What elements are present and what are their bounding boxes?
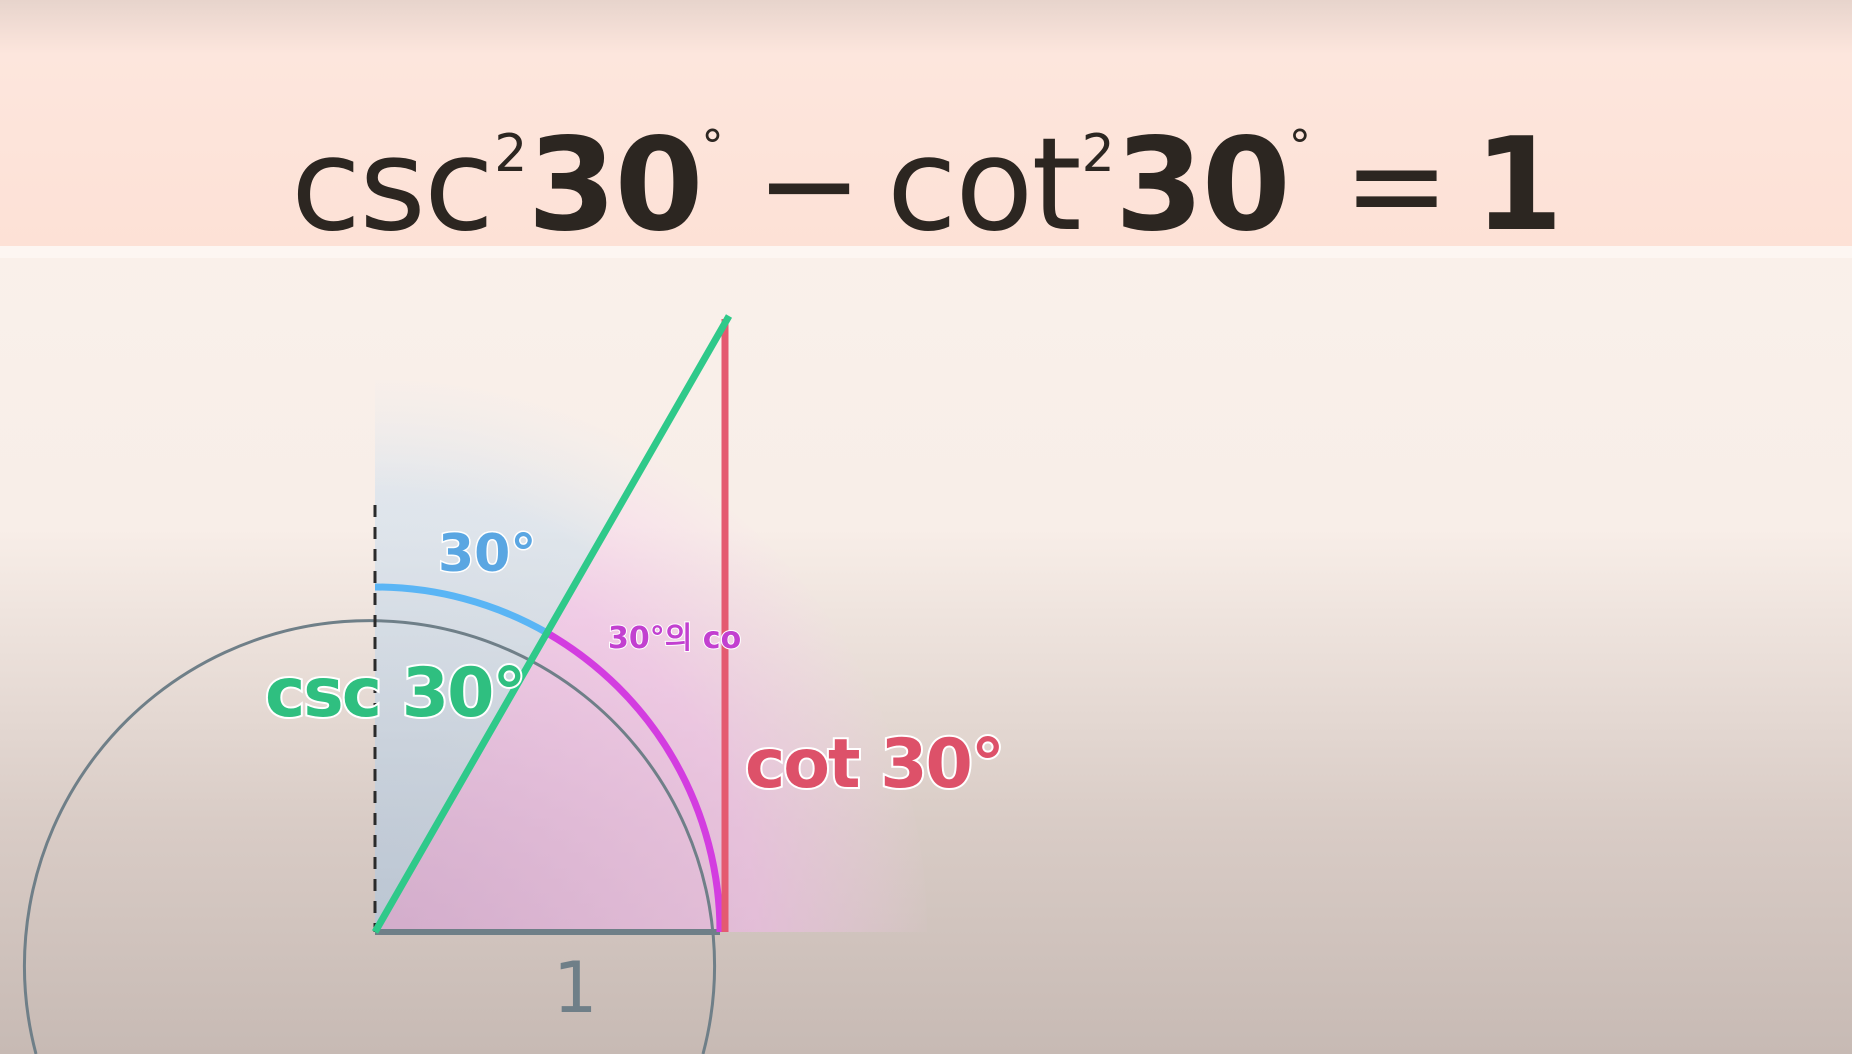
identity-equation: csc230° − cot230° = 1 bbox=[0, 72, 1852, 261]
cot-function: cot bbox=[886, 111, 1082, 260]
csc-30-label: csc 30° bbox=[265, 654, 524, 733]
cot-exponent: 2 bbox=[1081, 124, 1115, 184]
title-banner bbox=[0, 0, 1852, 246]
equals-sign: = bbox=[1342, 111, 1450, 260]
co-angle-arc bbox=[545, 630, 724, 933]
csc-angle: 30 bbox=[527, 111, 703, 260]
angle-sector-shade bbox=[375, 380, 651, 932]
csc-exponent: 2 bbox=[494, 124, 527, 184]
angle-30-label: 30° bbox=[438, 524, 536, 584]
unit-circle bbox=[23, 619, 716, 1054]
csc-degree-symbol: ° bbox=[701, 121, 724, 172]
banner-divider bbox=[0, 246, 1852, 258]
equation-result: 1 bbox=[1474, 111, 1563, 260]
co-angle-sector-shade bbox=[375, 454, 927, 932]
minus-sign: − bbox=[755, 111, 863, 260]
cot-30-label: cot 30° bbox=[745, 725, 1003, 804]
cot-degree-symbol: ° bbox=[1288, 121, 1311, 172]
unit-length-label: 1 bbox=[553, 947, 598, 1029]
csc-segment bbox=[371, 314, 733, 934]
cot-angle: 30 bbox=[1114, 111, 1291, 260]
csc-function: csc bbox=[290, 111, 494, 260]
angle-30-arc bbox=[374, 583, 550, 637]
co-angle-label: 30°의 co bbox=[608, 621, 741, 656]
